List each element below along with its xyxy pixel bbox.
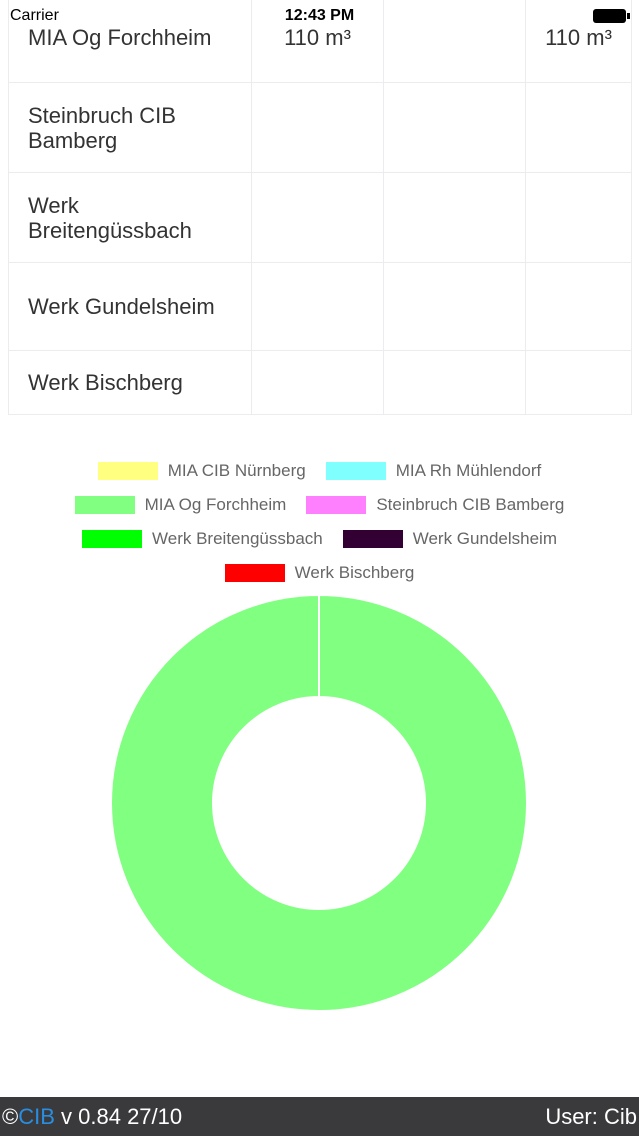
brand: CIB	[18, 1103, 55, 1129]
legend-swatch	[74, 496, 135, 514]
table-cell	[525, 82, 632, 173]
table-cell: 110 m³	[525, 0, 632, 83]
legend: MIA CIB Nürnberg MIA Rh Mühlendorf MIA Og …	[0, 454, 639, 590]
legend-item: Werk Breitengüssbach	[82, 529, 323, 549]
legend-label: Werk Bischberg	[294, 563, 415, 582]
legend-item: MIA CIB Nürnberg	[97, 461, 306, 481]
doughnut-chart	[110, 593, 528, 1013]
table-cell	[251, 82, 384, 173]
table-cell: Werk Bischberg	[8, 350, 252, 415]
slice	[110, 593, 528, 1013]
cell-text: Steinbruch CIB Bamberg	[28, 102, 176, 153]
legend-item: Werk Bischberg	[224, 563, 415, 583]
table-cell: Werk Gundelsheim	[8, 262, 252, 351]
table-cell	[251, 350, 384, 415]
cell-text: 110 m³	[284, 25, 351, 50]
table-cell	[251, 172, 384, 263]
battery	[593, 9, 630, 23]
legend-item: MIA Og Forchheim	[74, 495, 287, 515]
table-cell: Werk Breitengüssbach	[8, 172, 252, 263]
legend-label: Steinbruch CIB Bamberg	[376, 495, 565, 514]
table-cell	[383, 82, 526, 173]
legend-label: MIA Rh Mühlendorf	[395, 461, 542, 480]
legend-swatch	[224, 564, 285, 582]
legend-label: MIA CIB Nürnberg	[167, 461, 306, 480]
table-cell	[383, 350, 526, 415]
table-cell	[525, 350, 632, 415]
cell-text: Werk Bischberg	[28, 370, 183, 395]
table-cell	[251, 262, 384, 351]
legend-row: MIA Og Forchheim Steinbruch CIB Bamberg	[0, 488, 639, 522]
footer: ©CIB v 0.84 27/10 User: Cib	[0, 1097, 639, 1136]
carrier: Carrier	[10, 7, 59, 24]
cell-text: 110 m³	[545, 25, 612, 50]
copyright: ©	[2, 1103, 19, 1129]
legend-label: Werk Gundelsheim	[412, 529, 557, 548]
cell-text: Werk Gundelsheim	[28, 294, 215, 319]
legend-label: MIA Og Forchheim	[144, 495, 287, 514]
legend-item: Werk Gundelsheim	[342, 529, 557, 549]
user: User: Cib	[545, 1103, 637, 1129]
legend-row: Werk Breitengüssbach Werk Gundelsheim	[0, 522, 639, 556]
cell-text: Werk Breitengüssbach	[28, 192, 192, 243]
legend-item: Steinbruch CIB Bamberg	[306, 495, 564, 515]
legend-swatch	[97, 462, 158, 480]
table-cell	[525, 172, 632, 263]
legend-row: Werk Bischberg	[0, 556, 639, 590]
status-bar: Carrier 12:43 PM	[0, 0, 639, 32]
cell-text: MIA Og Forchheim	[28, 25, 212, 50]
legend-label: Werk Breitengüssbach	[152, 529, 323, 548]
legend-swatch	[325, 462, 386, 480]
table-cell	[525, 262, 632, 351]
legend-swatch	[306, 496, 367, 514]
legend-row: MIA CIB Nürnberg MIA Rh Mühlendorf	[0, 454, 639, 488]
table-cell	[383, 172, 526, 263]
table-cell	[383, 262, 526, 351]
legend-item: MIA Rh Mühlendorf	[325, 461, 542, 481]
version: v 0.84 27/10	[61, 1103, 183, 1129]
legend-swatch	[82, 530, 143, 548]
time: 12:43 PM	[284, 7, 355, 24]
table-cell: Steinbruch CIB Bamberg	[8, 82, 252, 173]
legend-swatch	[342, 530, 403, 548]
